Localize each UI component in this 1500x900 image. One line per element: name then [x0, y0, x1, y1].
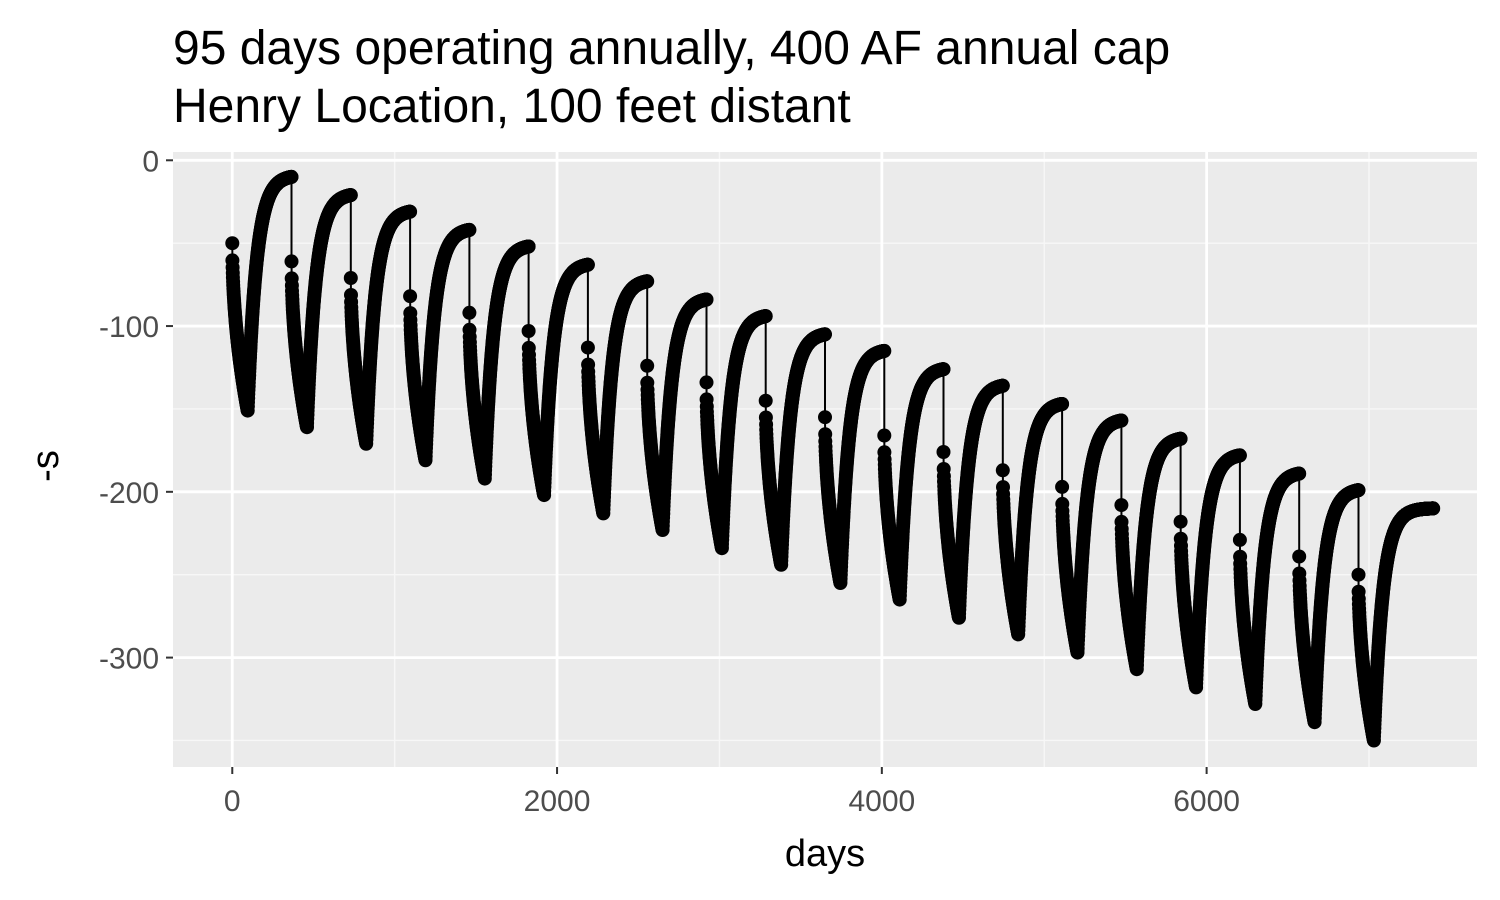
data-point — [284, 254, 299, 269]
data-point — [462, 305, 477, 320]
data-point — [462, 222, 477, 237]
data-point — [640, 358, 655, 373]
data-point — [580, 340, 595, 355]
data-point — [995, 463, 1010, 478]
drawdown-series-points — [225, 169, 1441, 748]
chart-title-line-1: 95 days operating annually, 400 AF annua… — [173, 22, 1170, 75]
data-point — [521, 324, 536, 338]
data-point — [758, 309, 773, 324]
data-point — [284, 169, 299, 184]
data-point — [936, 362, 951, 377]
data-point — [818, 327, 832, 342]
data-point — [995, 378, 1010, 393]
data-point — [936, 445, 951, 459]
data-point — [699, 292, 714, 307]
chart-title: 95 days operating annually, 400 AF annua… — [173, 22, 1170, 133]
data-point — [521, 239, 536, 254]
data-point — [818, 410, 832, 425]
data-point — [403, 204, 418, 219]
data-point — [403, 289, 418, 304]
data-point — [877, 428, 892, 443]
data-point — [343, 271, 358, 285]
data-point — [699, 375, 714, 390]
data-point — [758, 393, 773, 408]
drawdown-series — [225, 169, 1441, 748]
data-point — [580, 257, 595, 272]
data-point — [343, 188, 358, 203]
data-point — [225, 236, 240, 251]
chart-title-line-2: Henry Location, 100 feet distant — [173, 80, 851, 133]
data-point — [877, 343, 892, 358]
data-point — [640, 274, 655, 289]
